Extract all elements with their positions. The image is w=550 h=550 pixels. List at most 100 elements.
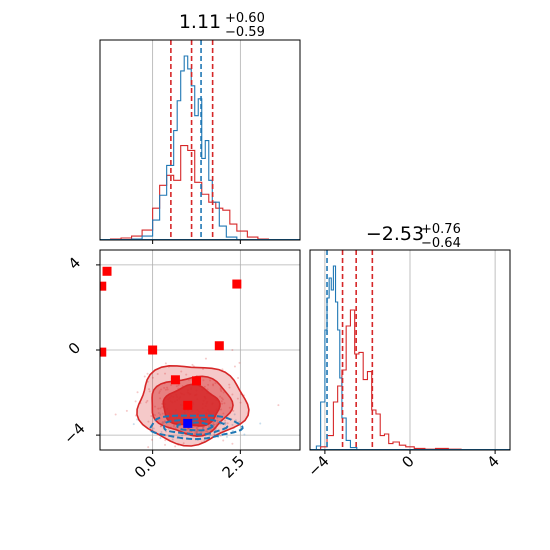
- sample-dot-blue: [218, 434, 221, 437]
- point-red-7: [191, 376, 201, 386]
- grid-marginal-1: [152, 40, 241, 240]
- sample-dot-blue: [243, 433, 246, 436]
- sample-dot-red: [166, 386, 169, 389]
- sample-dot-red: [221, 368, 224, 371]
- sample-dot-red: [182, 442, 185, 445]
- sample-dot-red: [212, 383, 215, 386]
- point-red-8: [183, 400, 193, 410]
- sample-dot-blue: [196, 430, 199, 433]
- point-red-2: [100, 347, 107, 357]
- sample-dot-red: [203, 385, 206, 388]
- sample-dot-blue: [160, 430, 163, 433]
- sample-dot-red: [153, 414, 156, 417]
- sample-dot-red: [195, 431, 198, 434]
- sample-dot-red: [146, 372, 149, 375]
- sample-dot-red: [164, 388, 167, 391]
- panel-marginal-param-1: 1.11 +0.60 −0.59: [99, 11, 301, 244]
- sample-dot-red: [226, 422, 229, 425]
- sample-dot-red: [220, 400, 223, 403]
- sample-dot-blue: [200, 431, 203, 434]
- sample-dot-red: [170, 384, 173, 387]
- sample-dot-red: [175, 385, 178, 388]
- sample-dot-red: [228, 386, 231, 389]
- sample-dot-red: [183, 488, 185, 490]
- sample-dot-blue: [196, 428, 199, 431]
- quantile-lines-marginal-1: [170, 40, 214, 240]
- sample-dot-red: [164, 372, 167, 375]
- sample-dot-blue: [172, 425, 175, 428]
- sample-dot-red: [209, 379, 212, 382]
- sample-dot-red: [221, 402, 224, 405]
- sample-dot-red: [204, 357, 207, 360]
- sample-dot-red: [216, 416, 219, 419]
- sample-dot-blue: [132, 423, 135, 426]
- sample-dot-red: [205, 430, 208, 433]
- sample-dot-red: [151, 376, 154, 379]
- sample-dot-blue: [207, 425, 210, 428]
- sample-dot-red: [185, 373, 188, 376]
- sample-dot-red: [147, 420, 150, 423]
- sample-dot-red: [213, 423, 216, 426]
- point-red-0: [102, 266, 112, 276]
- point-blue-0: [183, 418, 193, 428]
- sample-dot-red: [159, 397, 162, 400]
- sample-dot-blue: [174, 426, 177, 429]
- sample-dot-red: [220, 396, 223, 399]
- sample-dot-red: [228, 383, 231, 386]
- sample-dot-red: [212, 384, 215, 387]
- sample-dot-red: [277, 404, 280, 407]
- right-x-ticklabel-2: 4: [483, 452, 502, 471]
- sample-dot-blue: [202, 426, 205, 429]
- sample-dot-red: [186, 428, 189, 431]
- sample-dot-blue: [191, 426, 194, 429]
- sample-dot-blue: [196, 429, 199, 432]
- point-red-3: [148, 345, 158, 355]
- sample-dot-blue: [224, 423, 227, 426]
- sample-dot-blue: [196, 427, 199, 430]
- axes-frame-marginal-1: [99, 39, 301, 241]
- sample-dot-red: [222, 412, 225, 415]
- sample-dot-red: [236, 397, 239, 400]
- contour-blue-level-1: [163, 418, 229, 436]
- sample-dot-red: [159, 407, 162, 410]
- sample-dot-red: [237, 377, 240, 380]
- sample-dot-red: [154, 405, 157, 408]
- sample-dot-red: [148, 388, 151, 391]
- sample-dot-blue: [233, 413, 236, 416]
- quantile-lines-marginal-2: [326, 250, 374, 450]
- sample-dot-red: [223, 402, 226, 405]
- sample-dot-blue: [231, 429, 234, 432]
- sample-dot-red: [160, 388, 163, 391]
- sample-dot-blue: [188, 430, 191, 433]
- sample-dot-blue: [234, 419, 237, 422]
- sample-dot-red: [232, 409, 235, 412]
- sample-dot-blue: [162, 422, 165, 425]
- title-value-1: 1.11: [179, 11, 221, 33]
- contour-blue-level-2: [176, 421, 214, 432]
- point-red-1: [100, 281, 107, 291]
- sample-dot-red: [148, 390, 151, 393]
- sample-dot-red: [157, 407, 160, 410]
- title-value-2: −2.53: [366, 223, 424, 245]
- sample-dot-red: [163, 421, 166, 424]
- sample-dot-red: [156, 373, 159, 376]
- joint-x-ticklabel-1: 2.5: [219, 452, 249, 482]
- sample-dot-red: [190, 378, 193, 381]
- sample-dot-red: [150, 415, 153, 418]
- sample-dot-red: [222, 391, 225, 394]
- point-red-5: [232, 279, 242, 289]
- ticks-marginal-1: [152, 240, 241, 244]
- sample-dot-red: [158, 391, 161, 394]
- right-x-ticklabel-0: −4: [304, 452, 332, 480]
- sample-dot-red: [238, 361, 241, 364]
- sample-dot-blue: [212, 423, 215, 426]
- sample-dot-red: [231, 442, 234, 445]
- hist-top-series-0: [109, 144, 269, 240]
- joint-y-yticklabel-0: −4: [60, 419, 88, 447]
- title-plus-1: +0.60: [225, 11, 265, 26]
- sample-dot-blue: [259, 422, 262, 425]
- sample-dot-red: [219, 434, 222, 437]
- sample-dot-blue: [159, 425, 162, 428]
